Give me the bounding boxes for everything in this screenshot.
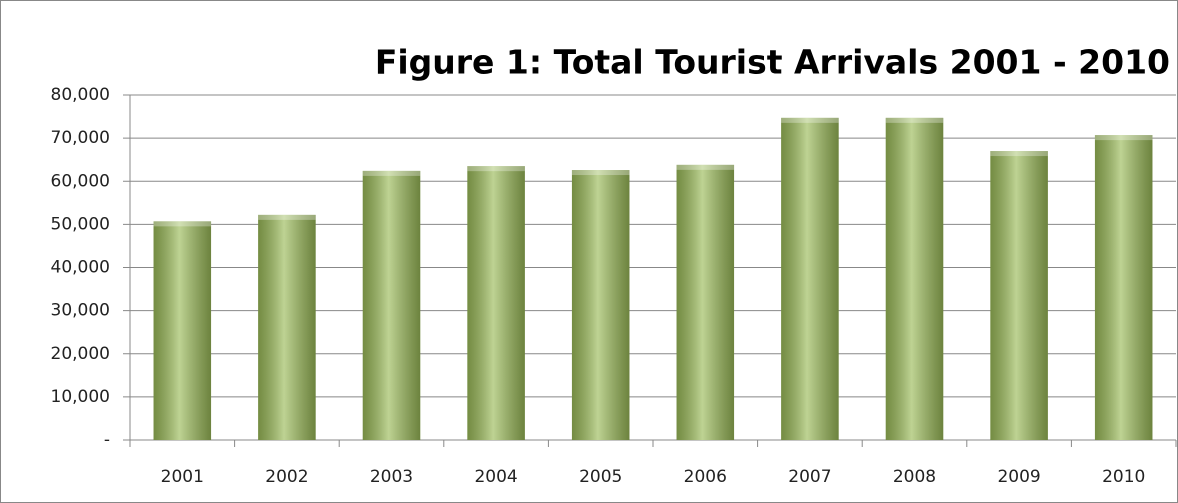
y-tick-label: 70,000 <box>51 128 110 148</box>
x-tick-label: 2005 <box>579 467 622 487</box>
bar-cap <box>676 164 735 170</box>
y-tick-label: 10,000 <box>51 387 110 407</box>
bar-cap <box>362 170 421 176</box>
x-tick-label: 2008 <box>893 467 936 487</box>
x-tick-label: 2003 <box>370 467 413 487</box>
y-tick-label: 40,000 <box>51 258 110 278</box>
x-tick-label: 2006 <box>684 467 727 487</box>
bar-shine <box>676 164 735 441</box>
bar-cap <box>467 166 525 172</box>
bar-cap <box>571 170 630 176</box>
x-tick-label: 2010 <box>1102 467 1145 487</box>
bar-shine <box>1094 135 1153 440</box>
bar-cap <box>258 214 316 220</box>
y-tick-label: 50,000 <box>51 214 110 234</box>
bar-shine <box>885 117 944 440</box>
x-tick-label: 2009 <box>997 467 1040 487</box>
x-tick-label: 2001 <box>161 467 204 487</box>
bar-shine <box>467 166 525 440</box>
y-tick-label: 30,000 <box>51 301 110 321</box>
y-tick-label: 20,000 <box>51 344 110 364</box>
y-tick-label: - <box>104 430 110 450</box>
bar-cap <box>153 221 212 227</box>
y-tick-label: 60,000 <box>51 171 110 191</box>
chart-title: Figure 1: Total Tourist Arrivals 2001 - … <box>375 43 1170 82</box>
x-tick-label: 2002 <box>265 467 308 487</box>
bar-shine <box>990 151 1048 440</box>
bar-cap <box>885 117 944 123</box>
bar-cap <box>781 117 839 123</box>
y-tick-label: 80,000 <box>51 85 110 105</box>
bar-shine <box>781 117 839 440</box>
bar-cap <box>1094 135 1153 141</box>
x-tick-label: 2007 <box>788 467 831 487</box>
bar-shine <box>362 170 421 440</box>
bar-shine <box>258 214 316 440</box>
bar-cap <box>990 151 1048 157</box>
x-tick-label: 2004 <box>474 467 517 487</box>
bar-shine <box>153 221 212 440</box>
bar-shine <box>571 170 630 440</box>
